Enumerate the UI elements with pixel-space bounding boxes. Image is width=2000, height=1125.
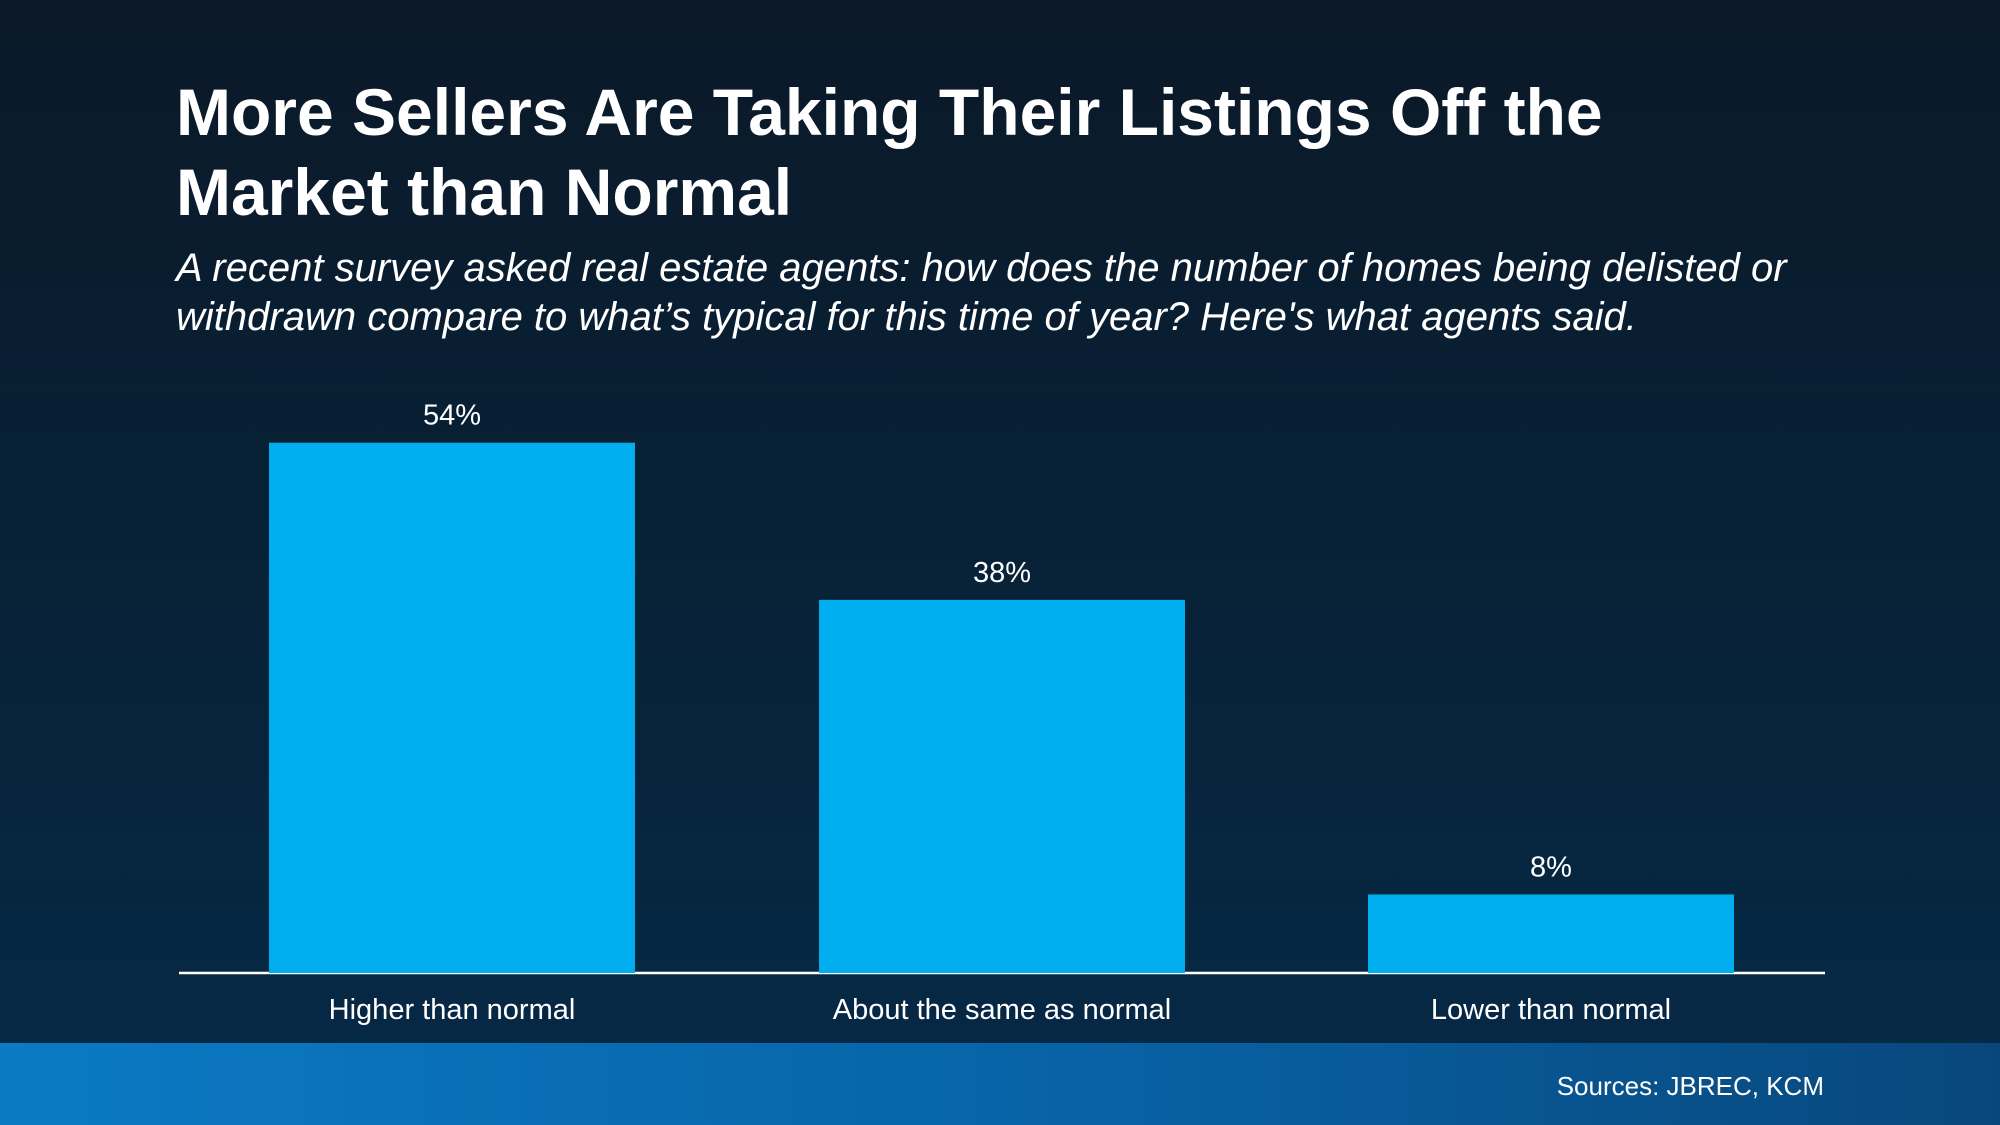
value-label: 38% — [973, 557, 1031, 589]
source-note: Sources: JBREC, KCM — [1556, 1071, 1824, 1101]
chart-subtitle: A recent survey asked real estate agents… — [176, 246, 1787, 339]
footer-band — [0, 1043, 2000, 1125]
value-label: 54% — [423, 400, 481, 432]
chart: 54% Higher than normal 38% About the same a… — [269, 400, 1734, 1026]
bar — [269, 442, 635, 974]
bar — [1368, 894, 1734, 973]
bar — [819, 599, 1185, 973]
x-tick-label: Higher than normal — [329, 994, 576, 1026]
x-tick-label: Lower than normal — [1431, 994, 1671, 1026]
value-label: 8% — [1530, 851, 1572, 883]
x-tick-label: About the same as normal — [833, 994, 1172, 1026]
chart-title: More Sellers Are Taking Their Listings O… — [176, 75, 1603, 229]
